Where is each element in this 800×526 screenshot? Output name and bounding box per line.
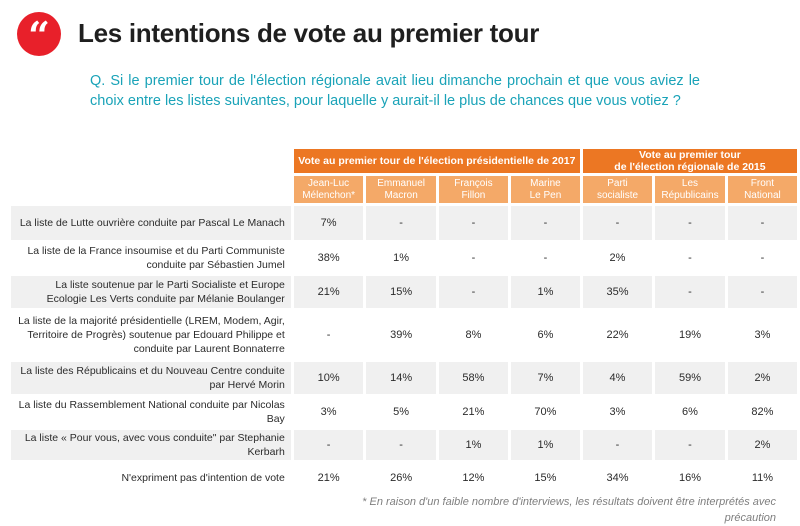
cell-value: - (438, 243, 508, 273)
cell-value: - (655, 206, 725, 240)
page-title: Les intentions de vote au premier tour (78, 18, 540, 48)
table-body: La liste de Lutte ouvrière conduite par … (11, 206, 797, 493)
column-header: Marine Le Pen (510, 176, 580, 203)
row-label: La liste des Républicains et du Nouveau … (11, 362, 291, 394)
column-header: Parti socialiste (582, 176, 653, 203)
cell-value: 34% (582, 463, 653, 493)
column-header: Les Républicains (655, 176, 725, 203)
cell-value: 1% (438, 430, 508, 460)
cell-value: 19% (655, 311, 725, 359)
table-row: La liste « Pour vous, avec vous conduite… (11, 430, 797, 460)
cell-value: 70% (510, 397, 580, 427)
column-header: Emmanuel Macron (366, 176, 436, 203)
cell-value: 2% (727, 362, 797, 394)
column-header-row: Jean-Luc Mélenchon* Emmanuel Macron Franço… (11, 176, 797, 203)
quote-logo-icon: “ (17, 12, 61, 58)
table-row: La liste soutenue par le Parti Socialist… (11, 276, 797, 308)
cell-value: 7% (293, 206, 364, 240)
cell-value: 26% (366, 463, 436, 493)
cell-value: - (366, 430, 436, 460)
footnote: * En raison d'un faible nombre d'intervi… (356, 494, 776, 526)
cell-value: 4% (582, 362, 653, 394)
cell-value: - (727, 243, 797, 273)
cell-value: - (655, 243, 725, 273)
row-label: La liste soutenue par le Parti Socialist… (11, 276, 291, 308)
row-label: La liste de Lutte ouvrière conduite par … (11, 206, 291, 240)
row-label: N'expriment pas d'intention de vote (11, 463, 291, 493)
row-label: La liste de la France insoumise et du Pa… (11, 243, 291, 273)
cell-value: 21% (293, 276, 364, 308)
table-row: La liste de la majorité présidentielle (… (11, 311, 797, 359)
cell-value: - (582, 430, 653, 460)
cell-value: 3% (727, 311, 797, 359)
cell-value: 59% (655, 362, 725, 394)
cell-value: 21% (438, 397, 508, 427)
cell-value: 2% (727, 430, 797, 460)
cell-value: 11% (727, 463, 797, 493)
cell-value: - (727, 276, 797, 308)
cell-value: 3% (293, 397, 364, 427)
cell-value: - (293, 311, 364, 359)
cell-value: 38% (293, 243, 364, 273)
table-row: La liste des Républicains et du Nouveau … (11, 362, 797, 394)
group-header-regional-2015: Vote au premier tour de l'élection régio… (582, 149, 797, 173)
cell-value: 8% (438, 311, 508, 359)
column-header: Front National (727, 176, 797, 203)
cell-value: 15% (510, 463, 580, 493)
cell-value: - (366, 206, 436, 240)
cell-value: 21% (293, 463, 364, 493)
cell-value: - (582, 206, 653, 240)
group-header-row: Vote au premier tour de l'élection prési… (11, 149, 797, 173)
cell-value: 22% (582, 311, 653, 359)
table-row: N'expriment pas d'intention de vote 21% 26… (11, 463, 797, 493)
cell-value: - (727, 206, 797, 240)
column-header: Jean-Luc Mélenchon* (293, 176, 364, 203)
cell-value: 39% (366, 311, 436, 359)
row-label: La liste de la majorité présidentielle (… (11, 311, 291, 359)
row-label: La liste « Pour vous, avec vous conduite… (11, 430, 291, 460)
cell-value: 35% (582, 276, 653, 308)
cell-value: 5% (366, 397, 436, 427)
group-header-presidential-2017: Vote au premier tour de l'élection prési… (293, 149, 580, 173)
cell-value: 2% (582, 243, 653, 273)
cell-value: 82% (727, 397, 797, 427)
cell-value: 1% (366, 243, 436, 273)
table-row: La liste du Rassemblement National condu… (11, 397, 797, 427)
cell-value: 16% (655, 463, 725, 493)
footnote-line: * En raison d'un faible nombre d'intervi… (362, 496, 776, 524)
column-header: François Fillon (438, 176, 508, 203)
cell-value: 6% (510, 311, 580, 359)
cell-value: - (510, 243, 580, 273)
cell-value: 14% (366, 362, 436, 394)
question-text: Q. Si le premier tour de l'élection régi… (90, 73, 700, 109)
cell-value: 6% (655, 397, 725, 427)
row-label: La liste du Rassemblement National condu… (11, 397, 291, 427)
cell-value: 1% (510, 276, 580, 308)
table-row: La liste de Lutte ouvrière conduite par … (11, 206, 797, 240)
empty-corner (11, 176, 291, 203)
cell-value: 12% (438, 463, 508, 493)
cell-value: 1% (510, 430, 580, 460)
cell-value: - (510, 206, 580, 240)
cell-value: 15% (366, 276, 436, 308)
cell-value: - (438, 276, 508, 308)
cell-value: 58% (438, 362, 508, 394)
cell-value: 7% (510, 362, 580, 394)
cell-value: - (438, 206, 508, 240)
cell-value: - (655, 276, 725, 308)
cell-value: 3% (582, 397, 653, 427)
cell-value: 10% (293, 362, 364, 394)
table-row: La liste de la France insoumise et du Pa… (11, 243, 797, 273)
results-table: Vote au premier tour de l'élection prési… (8, 146, 800, 496)
cell-value: - (655, 430, 725, 460)
cell-value: - (293, 430, 364, 460)
empty-corner (11, 149, 291, 173)
